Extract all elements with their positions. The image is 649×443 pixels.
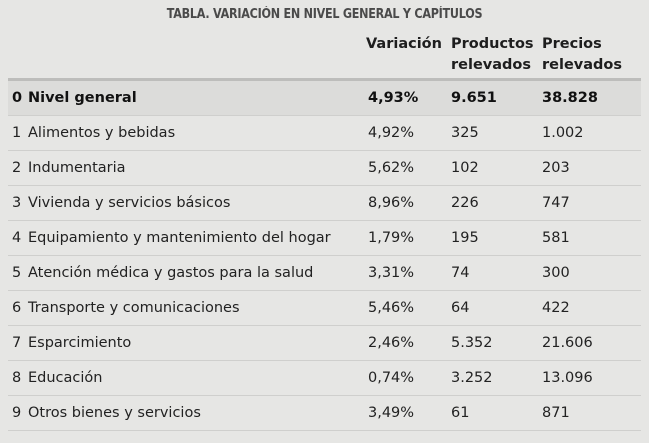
header-divider [8, 78, 641, 81]
row-productos: 195 [451, 230, 479, 246]
row-category: Educación [28, 370, 103, 386]
row-variacion: 3,31% [368, 265, 415, 281]
row-category: Vivienda y servicios básicos [28, 195, 231, 211]
row-number: 8 [12, 370, 22, 386]
table-row: 5 Atención médica y gastos para la salud… [8, 256, 641, 291]
row-variacion: 0,74% [368, 370, 415, 386]
row-category: Esparcimiento [28, 335, 132, 351]
row-productos: 3.252 [451, 370, 493, 386]
row-number: 1 [12, 125, 22, 141]
row-precios: 203 [542, 160, 570, 176]
row-number: 7 [12, 335, 22, 351]
header-productos-line2: relevados [451, 57, 531, 73]
row-precios: 871 [542, 405, 570, 421]
row-productos: 61 [451, 405, 470, 421]
row-variacion: 1,79% [368, 230, 415, 246]
table-row-total: 0 Nivel general 4,93% 9.651 38.828 [8, 81, 641, 116]
row-productos: 9.651 [451, 90, 497, 106]
row-productos: 64 [451, 300, 470, 316]
row-precios: 422 [542, 300, 570, 316]
table-row: 6 Transporte y comunicaciones 5,46% 64 4… [8, 291, 641, 326]
table-row: 8 Educación 0,74% 3.252 13.096 [8, 361, 641, 396]
row-variacion: 4,93% [368, 90, 419, 106]
row-number: 0 [12, 90, 23, 106]
header-variacion: Variación [366, 36, 442, 52]
row-precios: 1.002 [542, 125, 584, 141]
row-productos: 226 [451, 195, 479, 211]
row-productos: 102 [451, 160, 479, 176]
row-category: Transporte y comunicaciones [28, 300, 240, 316]
row-category: Alimentos y bebidas [28, 125, 176, 141]
row-category: Otros bienes y servicios [28, 405, 201, 421]
row-precios: 581 [542, 230, 570, 246]
row-number: 6 [12, 300, 22, 316]
header-precios-line2: relevados [542, 57, 622, 73]
header-precios-line1: Precios [542, 36, 602, 52]
row-precios: 38.828 [542, 90, 598, 106]
row-precios: 747 [542, 195, 570, 211]
table-title: TABLA. VARIACIÓN EN NIVEL GENERAL Y CAPÍ… [166, 7, 483, 22]
row-variacion: 3,49% [368, 405, 415, 421]
table-row: 9 Otros bienes y servicios 3,49% 61 871 [8, 396, 641, 431]
row-number: 2 [12, 160, 22, 176]
row-category: Nivel general [28, 90, 137, 106]
row-productos: 74 [451, 265, 470, 281]
row-number: 5 [12, 265, 22, 281]
row-number: 4 [12, 230, 22, 246]
table-row: 1 Alimentos y bebidas 4,92% 325 1.002 [8, 116, 641, 151]
table-row: 7 Esparcimiento 2,46% 5.352 21.606 [8, 326, 641, 361]
row-precios: 300 [542, 265, 570, 281]
row-number: 3 [12, 195, 22, 211]
row-variacion: 5,62% [368, 160, 415, 176]
row-number: 9 [12, 405, 22, 421]
row-category: Indumentaria [28, 160, 126, 176]
row-productos: 5.352 [451, 335, 493, 351]
row-variacion: 5,46% [368, 300, 415, 316]
row-precios: 21.606 [542, 335, 593, 351]
table-row: 3 Vivienda y servicios básicos 8,96% 226… [8, 186, 641, 221]
row-precios: 13.096 [542, 370, 593, 386]
table-row: 2 Indumentaria 5,62% 102 203 [8, 151, 641, 186]
row-category: Atención médica y gastos para la salud [28, 265, 314, 281]
row-variacion: 2,46% [368, 335, 415, 351]
row-variacion: 4,92% [368, 125, 415, 141]
header-productos-line1: Productos [451, 36, 534, 52]
row-variacion: 8,96% [368, 195, 415, 211]
row-productos: 325 [451, 125, 479, 141]
row-category: Equipamiento y mantenimiento del hogar [28, 230, 331, 246]
table-row: 4 Equipamiento y mantenimiento del hogar… [8, 221, 641, 256]
